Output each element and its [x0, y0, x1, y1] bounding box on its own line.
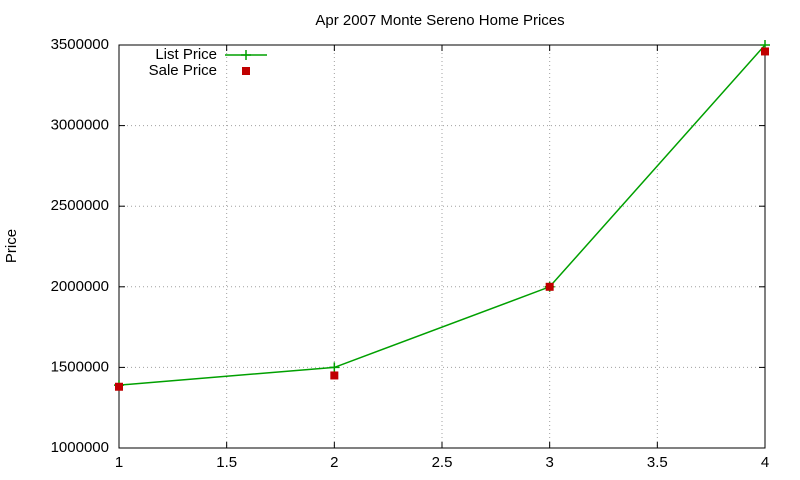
- plot-frame: [118, 44, 766, 449]
- legend-label: Sale Price: [149, 62, 217, 79]
- y-tick-label: 2500000: [51, 197, 109, 214]
- line-series: [118, 44, 766, 386]
- y-tick-label: 1000000: [51, 439, 109, 456]
- legend-marker: [241, 50, 251, 60]
- x-tick-label: 1: [115, 454, 123, 471]
- x-tick-label: 2.5: [432, 454, 453, 471]
- y-tick-label: 2000000: [51, 278, 109, 295]
- legend-marker: [242, 67, 250, 75]
- chart-title: Apr 2007 Monte Sereno Home Prices: [315, 12, 564, 29]
- y-tick-label: 3500000: [51, 36, 109, 53]
- data-point: [115, 382, 123, 391]
- data-point: [329, 362, 340, 373]
- y-tick-label: 1500000: [51, 358, 109, 375]
- data-point: [761, 47, 769, 56]
- x-tick-label: 2: [330, 454, 338, 471]
- data-point: [330, 371, 339, 380]
- x-tick-label: 4: [761, 454, 769, 471]
- y-axis-label: Price: [3, 229, 20, 263]
- x-tick-label: 3: [545, 454, 553, 471]
- data-point: [545, 282, 554, 291]
- legend-label: List Price: [155, 46, 217, 63]
- x-tick-label: 3.5: [647, 454, 668, 471]
- y-tick-label: 3000000: [51, 117, 109, 134]
- x-tick-label: 1.5: [216, 454, 237, 471]
